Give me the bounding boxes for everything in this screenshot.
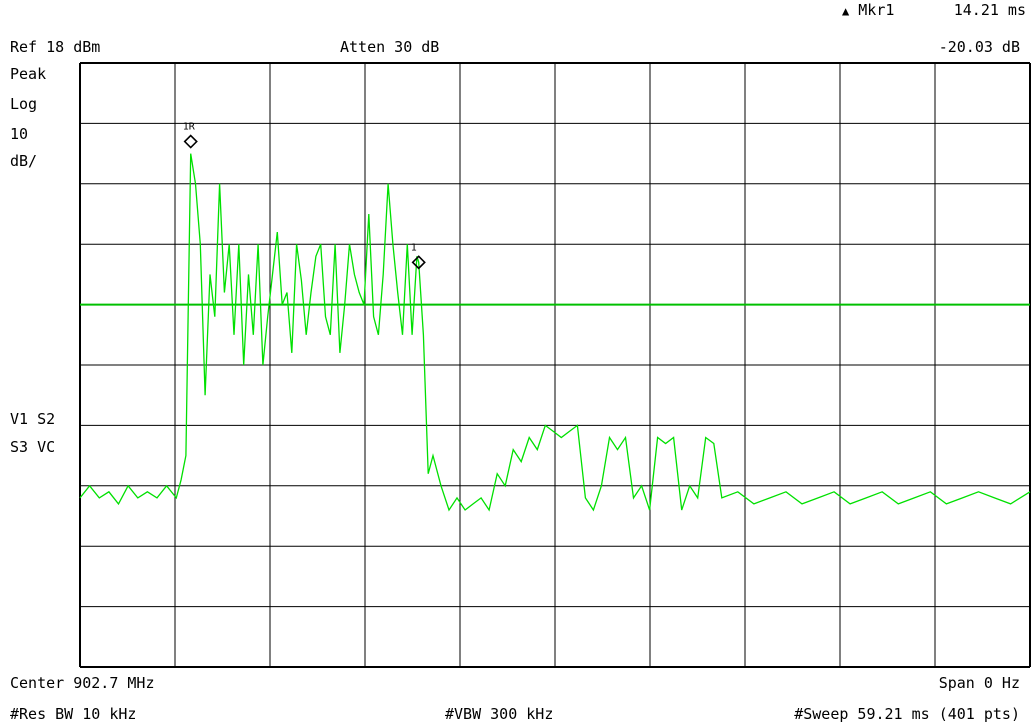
attenuation: Atten 30 dB bbox=[340, 38, 440, 56]
sweep-time: #Sweep 59.21 ms (401 pts) bbox=[794, 705, 1020, 723]
delta-marker-icon: ▲ bbox=[842, 4, 850, 18]
ref-level: Ref 18 dBm bbox=[10, 38, 101, 56]
marker-time: 14.21 ms bbox=[953, 1, 1026, 19]
detector-label: Peak bbox=[10, 65, 47, 83]
trace-1 bbox=[79, 153, 1031, 512]
marker-diamond bbox=[411, 255, 426, 270]
marker-label: 1 bbox=[411, 242, 417, 253]
marker-delta: -20.03 dB bbox=[938, 38, 1020, 56]
flags-line-1: V1 S2 bbox=[10, 410, 56, 428]
scale-value-label: 10 bbox=[10, 125, 29, 143]
span: Span 0 Hz bbox=[938, 674, 1020, 692]
flags-line-2: S3 VC bbox=[10, 438, 56, 456]
video-bandwidth: #VBW 300 kHz bbox=[445, 705, 554, 723]
scale-type-label: Log bbox=[10, 95, 38, 113]
markers: 1R 1 bbox=[183, 122, 426, 270]
marker-label: 1R bbox=[183, 122, 196, 133]
spectrum-plot: 1R 1 bbox=[79, 62, 1031, 668]
scale-unit-label: dB/ bbox=[10, 152, 38, 170]
center-frequency: Center 902.7 MHz bbox=[10, 674, 155, 692]
resolution-bandwidth: #Res BW 10 kHz bbox=[10, 705, 137, 723]
marker-label: Mkr1 bbox=[858, 1, 895, 19]
marker-diamond bbox=[183, 134, 198, 149]
marker-readout: ▲ Mkr1 14.21 ms bbox=[842, 2, 1028, 19]
graticule bbox=[79, 62, 1031, 668]
